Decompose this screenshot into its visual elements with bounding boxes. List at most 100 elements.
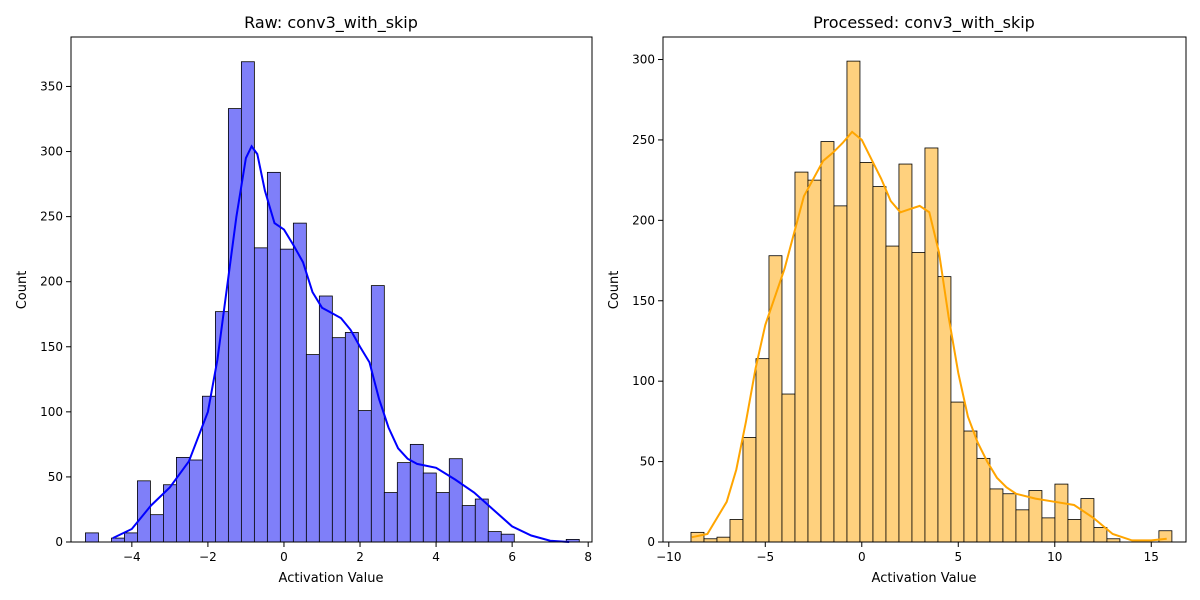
histogram-bar (383, 492, 398, 543)
histogram-bar (448, 458, 463, 543)
histogram-bar (716, 536, 731, 543)
histogram-bar (872, 186, 887, 543)
histogram-bar (1067, 519, 1082, 543)
histogram-bar (1054, 483, 1069, 543)
y-tick-label: 100 (632, 374, 655, 388)
y-tick-label: 250 (632, 133, 655, 147)
x-axis-label: Activation Value (872, 571, 977, 586)
plot-frame (662, 36, 1187, 543)
histogram-bar (370, 285, 385, 543)
histogram-bar (911, 252, 926, 543)
histogram-bar (137, 480, 151, 543)
y-tick-label: 200 (632, 213, 655, 227)
x-tick-label: 0 (280, 550, 288, 564)
histogram-bar (474, 498, 489, 543)
x-tick-label: 10 (1047, 550, 1062, 564)
histogram-bar (318, 295, 333, 543)
histogram-bar (227, 108, 242, 543)
histogram-bar (729, 519, 744, 543)
histogram-bar (357, 410, 372, 543)
histogram-bar (898, 163, 913, 543)
histogram-bar (85, 532, 99, 543)
histogram-bar (924, 147, 939, 543)
bars (85, 61, 580, 543)
y-tick-label: 150 (632, 294, 655, 308)
histogram-bar (214, 311, 229, 543)
histogram-bar (781, 393, 796, 543)
chart-title: Raw: conv3_with_skip (244, 13, 418, 33)
kde-curve (112, 144, 570, 543)
histogram-bar (500, 533, 515, 543)
histogram-bar (989, 488, 1004, 543)
x-tick-label: 4 (432, 550, 440, 564)
histogram-bar (253, 247, 268, 543)
histogram-bar (266, 171, 281, 543)
x-tick-label: 15 (1144, 550, 1159, 564)
histogram-bar (163, 484, 177, 543)
y-tick-label: 250 (40, 210, 63, 224)
histogram-bar (885, 245, 900, 543)
histogram-bar (768, 255, 783, 543)
chart-title: Processed: conv3_with_skip (813, 13, 1035, 33)
processed-histogram-panel: Processed: conv3_with_skip Activation Va… (607, 13, 1187, 586)
x-tick-label: 5 (954, 550, 962, 564)
histogram-bar (331, 337, 346, 543)
x-tick-label: −5 (756, 550, 774, 564)
histogram-bar (1002, 493, 1017, 543)
plot-frame (70, 36, 593, 543)
y-tick-label: 300 (632, 53, 655, 67)
histogram-bar (344, 332, 359, 543)
histogram-bar (189, 459, 203, 543)
y-tick-label: 50 (48, 470, 63, 484)
histogram-bar (755, 358, 770, 543)
histogram-bar (124, 532, 138, 543)
histogram-bar (833, 205, 848, 543)
histogram-bar (202, 395, 216, 543)
x-tick-label: 0 (858, 550, 866, 564)
histogram-bar (422, 472, 437, 543)
histogram-bar (487, 531, 502, 543)
x-tick-label: 6 (508, 550, 516, 564)
histogram-bar (461, 505, 476, 543)
x-tick-label: −2 (199, 550, 217, 564)
histogram-bar (859, 162, 874, 543)
x-tick-label: 2 (356, 550, 364, 564)
histogram-bar (435, 492, 450, 543)
histogram-bar (950, 401, 965, 543)
histogram-bar (1093, 527, 1108, 543)
histogram-bar (807, 179, 822, 543)
histogram-bar (1015, 509, 1030, 543)
histogram-bar (794, 171, 809, 543)
histogram-bar (820, 141, 835, 543)
histogram-bar (963, 430, 978, 543)
y-tick-label: 150 (40, 340, 63, 354)
raw-histogram-panel: Raw: conv3_with_skip Activation Value Co… (15, 13, 593, 586)
histogram-bar (240, 61, 255, 543)
histogram-bar (1041, 517, 1056, 543)
x-tick-label: −4 (123, 550, 141, 564)
histogram-bar (396, 462, 411, 543)
x-axis-label: Activation Value (279, 571, 384, 586)
y-axis-label: Count (15, 271, 30, 310)
bars (690, 60, 1173, 543)
histogram-bar (409, 443, 424, 543)
y-tick-label: 50 (640, 455, 655, 469)
y-tick-label: 200 (40, 275, 63, 289)
kde-curve (691, 130, 1167, 542)
x-tick-label: −10 (656, 550, 681, 564)
y-tick-label: 0 (55, 535, 63, 549)
y-tick-label: 350 (40, 79, 63, 93)
histogram-bar (150, 514, 164, 543)
histogram-bar (305, 354, 320, 543)
histogram-bar (742, 437, 757, 543)
y-tick-label: 0 (647, 535, 655, 549)
x-tick-label: 8 (584, 550, 592, 564)
y-tick-label: 100 (40, 405, 63, 419)
y-axis-label: Count (607, 271, 622, 310)
histogram-bar (976, 457, 991, 543)
histogram-bar (279, 248, 294, 543)
histogram-bar (292, 222, 307, 543)
y-tick-label: 300 (40, 145, 63, 159)
histogram-bar (1080, 498, 1095, 543)
